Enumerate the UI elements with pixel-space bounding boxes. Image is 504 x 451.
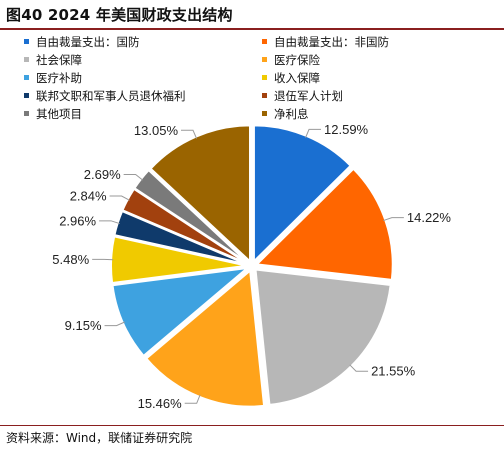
slice-label: 2.96%	[59, 213, 96, 228]
legend-label: 联邦文职和军事人员退休福利	[36, 88, 186, 103]
chart-legend: 自由裁量支出：国防 自由裁量支出：非国防社会保障 医疗保险医疗补助 收入保障联邦文职和…	[24, 34, 494, 121]
slice-label: 15.46%	[138, 396, 183, 411]
legend-swatch	[262, 93, 267, 98]
legend-label: 自由裁量支出：非国防	[274, 34, 389, 49]
legend-item: 联邦文职和军事人员退休福利	[24, 88, 262, 103]
source-note: 资料来源：Wind，联储证券研究院	[6, 431, 193, 445]
pie-slice	[254, 268, 392, 406]
pie-chart: 12.59% 14.22% 21.55% 15.46% 9.15% 5.48% 2.96% 2…	[52, 122, 452, 411]
leader-line	[305, 128, 322, 138]
leader-line	[109, 195, 130, 201]
leader-line	[383, 217, 404, 222]
legend-swatch	[24, 39, 29, 44]
figure-title: 图40 2024 年美国财政支出结构	[6, 6, 233, 24]
legend-label: 退伍军人计划	[274, 88, 343, 103]
slice-label: 14.22%	[407, 210, 452, 225]
footer-divider	[0, 425, 504, 426]
legend-swatch	[24, 57, 29, 62]
slice-label: 21.55%	[371, 364, 416, 379]
legend-item: 其他项目	[24, 106, 262, 121]
slice-label: 9.15%	[65, 318, 102, 333]
legend-item: 社会保障	[24, 52, 262, 67]
legend-label: 医疗保险	[274, 52, 320, 67]
legend-label: 自由裁量支出：国防	[36, 34, 140, 49]
leader-line	[123, 174, 144, 181]
slice-label: 13.05%	[134, 123, 179, 138]
legend-label: 医疗补助	[36, 70, 82, 85]
legend-swatch	[262, 39, 267, 44]
legend-item: 医疗补助	[24, 70, 262, 85]
legend-item: 退伍军人计划	[262, 88, 494, 103]
leader-line	[99, 220, 120, 225]
legend-swatch	[24, 111, 29, 116]
slice-label: 2.69%	[84, 167, 121, 182]
leader-line	[104, 321, 125, 327]
leader-line	[181, 129, 198, 139]
legend-item: 医疗保险	[262, 52, 494, 67]
leader-line	[349, 364, 369, 372]
slice-label: 2.84%	[70, 189, 107, 204]
legend-swatch	[262, 57, 267, 62]
legend-item: 自由裁量支出：非国防	[262, 34, 494, 49]
legend-swatch	[262, 75, 267, 80]
legend-label: 其他项目	[36, 106, 82, 121]
title-divider	[0, 28, 504, 30]
legend-item: 自由裁量支出：国防	[24, 34, 262, 49]
legend-label: 社会保障	[36, 52, 82, 67]
slice-label: 5.48%	[52, 252, 89, 267]
legend-swatch	[24, 75, 29, 80]
slice-label: 12.59%	[324, 122, 369, 137]
legend-item: 净利息	[262, 106, 494, 121]
legend-item: 收入保障	[262, 70, 494, 85]
legend-swatch	[262, 111, 267, 116]
legend-label: 净利息	[274, 106, 309, 121]
leader-line	[184, 394, 201, 404]
legend-swatch	[24, 93, 29, 98]
legend-label: 收入保障	[274, 70, 320, 85]
